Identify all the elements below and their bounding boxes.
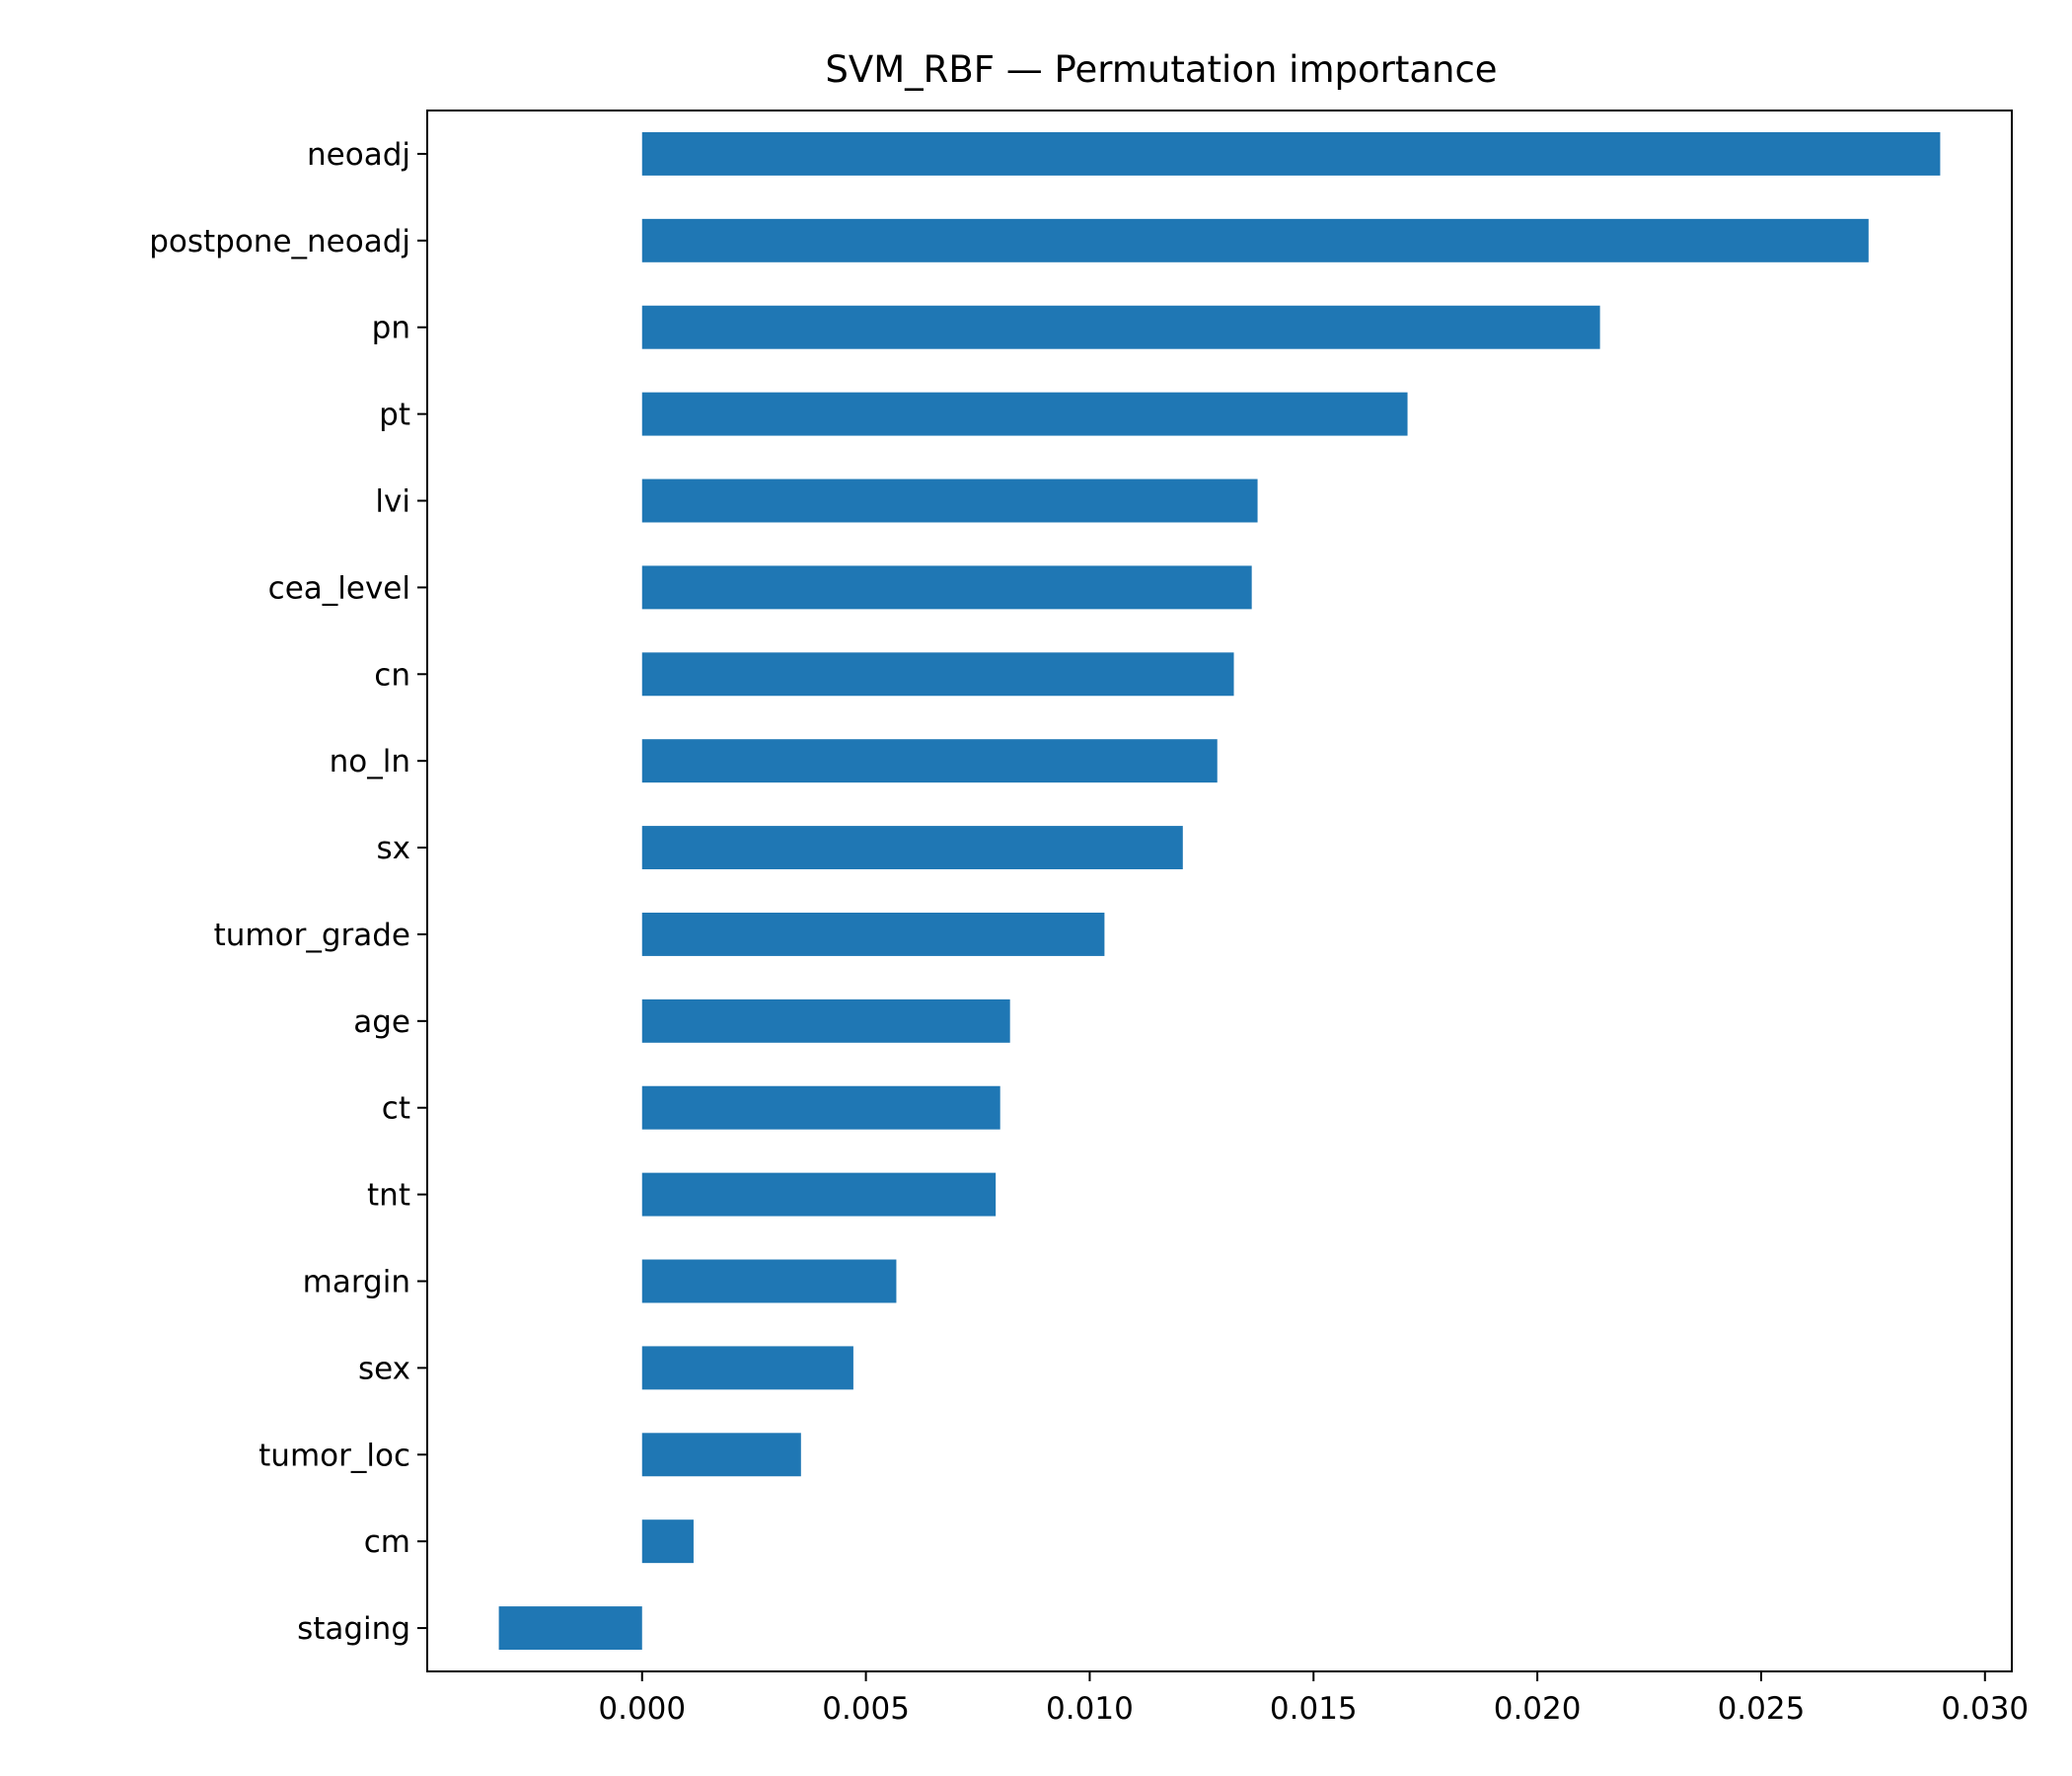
bar-sx — [641, 826, 1183, 870]
x-tick-label: 0.030 — [1941, 1691, 2029, 1727]
bar-cea_level — [641, 565, 1252, 610]
x-tick-label: 0.010 — [1046, 1691, 1134, 1727]
bar-margin — [641, 1259, 897, 1303]
y-tick-label: postpone_neoadj — [149, 224, 410, 259]
bars-group — [498, 131, 1941, 1651]
x-tick-label: 0.005 — [822, 1691, 910, 1727]
bar-tumor_loc — [641, 1433, 801, 1477]
y-tick-label: lvi — [375, 484, 410, 520]
bar-age — [641, 999, 1010, 1043]
y-tick-label: sex — [358, 1351, 410, 1386]
bar-pt — [641, 392, 1408, 436]
bar-staging — [498, 1606, 642, 1651]
bar-cm — [641, 1519, 694, 1564]
y-tick-label: no_ln — [330, 744, 410, 779]
y-tick-label: cn — [374, 657, 410, 693]
bar-sex — [641, 1346, 853, 1390]
x-axis-ticks: 0.000 0.005 0.010 0.015 0.020 0.025 0.030 — [598, 1671, 2029, 1727]
bar-lvi — [641, 479, 1258, 523]
y-tick-label: pn — [372, 311, 410, 346]
bar-tumor_grade — [641, 912, 1105, 956]
y-tick-label: margin — [303, 1265, 410, 1300]
x-tick-label: 0.015 — [1270, 1691, 1358, 1727]
y-tick-label: cea_level — [268, 570, 410, 606]
x-tick-label: 0.020 — [1494, 1691, 1582, 1727]
bar-tnt — [641, 1172, 997, 1217]
bar-no_ln — [641, 739, 1218, 783]
y-tick-label: age — [353, 1004, 410, 1040]
y-tick-label: tnt — [367, 1178, 410, 1214]
x-tick-label: 0.025 — [1718, 1691, 1806, 1727]
bar-cn — [641, 652, 1234, 697]
bar-ct — [641, 1085, 1000, 1130]
bar-postpone_neoadj — [641, 218, 1869, 262]
y-tick-label: ct — [382, 1091, 410, 1127]
chart-title: SVM_RBF — Permutation importance — [825, 48, 1497, 91]
y-tick-label: tumor_loc — [259, 1438, 410, 1473]
y-tick-label: pt — [379, 398, 410, 433]
y-tick-label: tumor_grade — [214, 918, 410, 953]
y-tick-label: cm — [364, 1524, 410, 1560]
y-tick-label: neoadj — [307, 137, 410, 173]
y-tick-label: sx — [377, 831, 411, 866]
y-tick-label: staging — [297, 1611, 410, 1647]
axes-frame — [426, 110, 2013, 1672]
bar-pn — [641, 305, 1600, 349]
x-tick-label: 0.000 — [598, 1691, 686, 1727]
bar-neoadj — [641, 131, 1941, 176]
